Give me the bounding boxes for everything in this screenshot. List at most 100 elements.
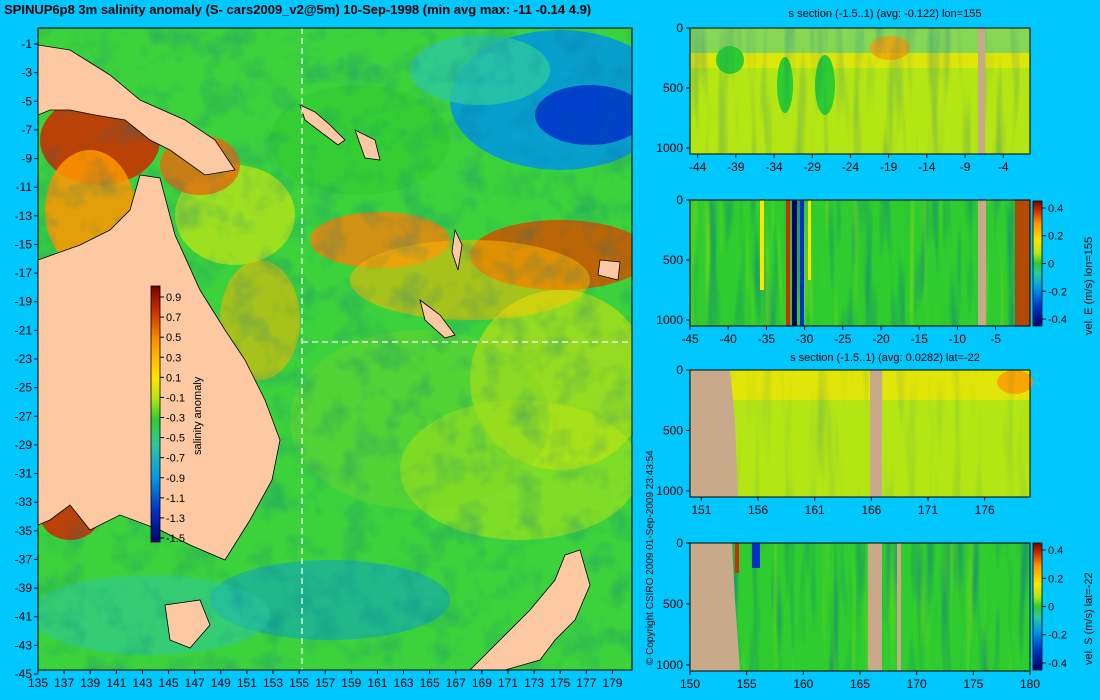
map-x-tick-label: 159	[341, 676, 361, 690]
section-x-tick-label: 175	[963, 677, 983, 691]
map-x-tick-label: 135	[28, 676, 48, 690]
map-x-tick-label: 155	[289, 676, 309, 690]
section-x-tick-label: -10	[949, 332, 967, 346]
colorbar-tick-label: -0.2	[1048, 630, 1067, 642]
velocity-south-colorbar-label: vel. S (m/s) lat=-22	[1083, 572, 1095, 665]
section-x-tick-label: -5	[990, 332, 1001, 346]
colorbar-tick-label: -0.5	[166, 433, 185, 445]
map-x-tick-label: 139	[80, 676, 100, 690]
land-mask	[870, 370, 882, 497]
section-x-tick-label: -30	[796, 332, 814, 346]
section-x-tick-label: -25	[834, 332, 852, 346]
map-y-tick-label: -19	[15, 295, 33, 309]
map-y-tick-label: -37	[15, 552, 33, 566]
salinity-map: 135 137 139 141 143 145 147 149 151 153 155 157 159 1…	[15, 27, 633, 690]
map-y-tick-label: -23	[15, 352, 33, 366]
figure-title: SPINUP6p8 3m salinity anomaly (S- cars20…	[4, 2, 592, 17]
new-caledonia-land	[419, 299, 456, 339]
section-y-tick-label: 1000	[656, 484, 683, 498]
colorbar-tick-label: -0.9	[166, 473, 185, 485]
colorbar-tick-label: 0.2	[1048, 231, 1063, 243]
panel-velocity-east-lon155: -45 -40 -35 -30 -25 -20 -15 -10 -5 0 500 1000 0.4 0.…	[656, 193, 1095, 346]
colorbar-tick-label: 0	[1048, 602, 1054, 614]
section-y-tick-label: 0	[676, 363, 683, 377]
colorbar-tick-label: -0.4	[1048, 314, 1067, 326]
section-x-tick-label: -20	[872, 332, 890, 346]
map-x-tick-label: 175	[550, 676, 570, 690]
map-x-tick-label: 171	[498, 676, 518, 690]
section-y-tick-label: 0	[676, 193, 683, 207]
map-x-tick-label: 149	[211, 676, 231, 690]
copyright-notice: © Copyright CSIRO 2009 01-Sep-2009 23:43…	[645, 450, 656, 665]
tasmania-land	[164, 599, 211, 649]
map-y-tick-label: -45	[15, 667, 33, 681]
panel-salinity-lat-22: s section (-1.5..1) (avg: 0.0282) lat=-2…	[656, 352, 1033, 517]
section-y-tick-label: 1000	[656, 658, 683, 672]
land-mask	[868, 543, 882, 671]
colorbar-tick-label: -0.4	[1048, 658, 1067, 670]
map-y-tick-label: -27	[15, 409, 33, 423]
map-x-tick-label: 163	[394, 676, 414, 690]
section-x-tick-label: -14	[918, 160, 936, 174]
section-y-tick-label: 500	[663, 81, 683, 95]
new-zealand-land	[469, 549, 591, 670]
colorbar-tick-label: 0.4	[1048, 545, 1063, 557]
section-x-tick-label: 151	[691, 503, 711, 517]
colorbar-tick-label: 0.7	[166, 312, 181, 324]
section-y-tick-label: 500	[663, 423, 683, 437]
map-y-tick-label: -31	[15, 467, 33, 481]
section-x-tick-label: 176	[975, 503, 995, 517]
land-mask	[690, 370, 738, 497]
colorbar-tick-label: -0.2	[1048, 286, 1067, 298]
colorbar-tick-label: -1.5	[166, 533, 185, 545]
colorbar-tick-label: -0.7	[166, 453, 185, 465]
section-x-tick-label: -45	[681, 332, 699, 346]
section-x-tick-label: 160	[793, 677, 813, 691]
section-x-tick-label: 150	[680, 677, 700, 691]
velocity-east-colorbar	[1032, 200, 1043, 327]
section-y-tick-label: 1000	[656, 141, 683, 155]
land-mask	[978, 28, 985, 154]
salinity-colorbar	[150, 285, 161, 543]
panel-salinity-lon155: s section (-1.5..1) (avg: -0.122) lon=15…	[656, 8, 1031, 174]
section-x-tick-label: -4	[998, 160, 1009, 174]
section-x-tick-label: -40	[720, 332, 738, 346]
land-mask	[690, 543, 740, 671]
map-x-tick-label: 167	[446, 676, 466, 690]
map-y-tick-label: -7	[21, 123, 32, 137]
colorbar-tick-label: 0.4	[1048, 203, 1063, 215]
panel-title: s section (-1.5..1) (avg: 0.0282) lat=-2…	[790, 352, 980, 364]
map-x-tick-label: 161	[367, 676, 387, 690]
map-x-tick-label: 141	[106, 676, 126, 690]
colorbar-tick-label: -1.3	[166, 513, 185, 525]
section-x-tick-label: 161	[805, 503, 825, 517]
map-y-tick-label: -21	[15, 323, 33, 337]
map-y-tick-label: -25	[15, 381, 33, 395]
colorbar-tick-label: -0.1	[166, 392, 185, 404]
colorbar-tick-label: 0.5	[166, 332, 181, 344]
colorbar-tick-label: -1.1	[166, 493, 185, 505]
section-x-tick-label: -34	[765, 160, 783, 174]
panel-title: s section (-1.5..1) (avg: -0.122) lon=15…	[789, 8, 982, 20]
map-y-tick-label: -5	[21, 94, 32, 108]
map-y-tick-label: -39	[15, 581, 33, 595]
new-guinea-land	[38, 44, 236, 176]
map-x-tick-label: 137	[54, 676, 74, 690]
salinity-colorbar-ticks: 0.9 0.7 0.5 0.3 0.1 -0.1 -0.3 -0.5 -0.7 -0.9 -1.1 -…	[160, 292, 185, 545]
section-y-tick-label: 0	[676, 21, 683, 35]
section-x-tick-label: 156	[748, 503, 768, 517]
map-x-axis: 135 137 139 141 143 145 147 149 151 153 155 157 159 1…	[28, 670, 623, 690]
section-x-tick-label: -15	[911, 332, 929, 346]
velocity-south-colorbar	[1032, 542, 1043, 671]
section-x-tick-label: 166	[861, 503, 881, 517]
colorbar-tick-label: -0.3	[166, 413, 185, 425]
solomon-islands	[299, 104, 381, 161]
section-x-tick-label: 165	[850, 677, 870, 691]
colorbar-tick-label: 0.2	[1048, 573, 1063, 585]
section-y-tick-label: 0	[676, 536, 683, 550]
section-y-tick-label: 500	[663, 253, 683, 267]
map-y-tick-label: -29	[15, 438, 33, 452]
section-x-tick-label: 155	[737, 677, 757, 691]
salinity-colorbar-label: salinity anomaly	[192, 376, 204, 455]
map-y-tick-label: -9	[21, 152, 32, 166]
